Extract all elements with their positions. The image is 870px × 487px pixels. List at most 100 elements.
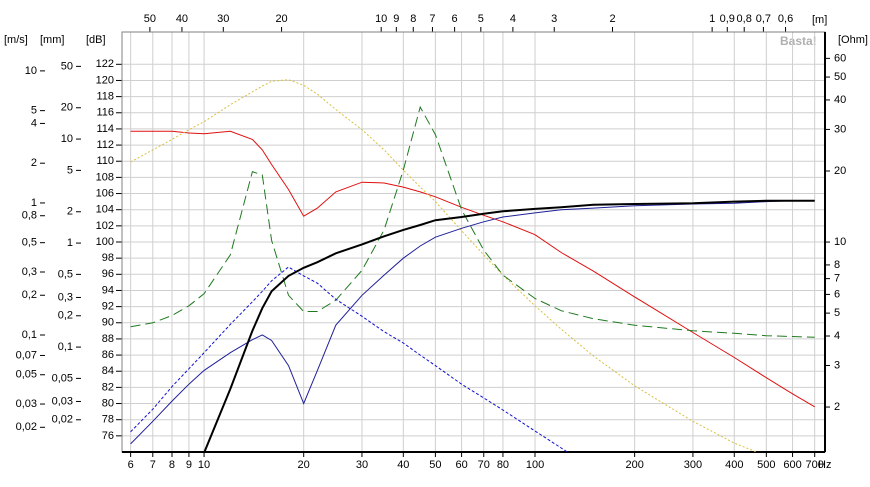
axis-tick-label: 0,05 bbox=[16, 369, 37, 381]
axis-tick-label: 40 bbox=[834, 94, 846, 106]
axis-tick-label: 5 bbox=[67, 164, 73, 176]
y-tick-label: 116 bbox=[96, 107, 114, 119]
axis-tick-label: 2 bbox=[31, 157, 37, 169]
x-tick-label: 30 bbox=[356, 459, 368, 471]
axis-unit: [mm] bbox=[40, 34, 64, 46]
y-tick-label: 108 bbox=[96, 171, 114, 183]
axis-tick-label: 2 bbox=[67, 206, 73, 218]
axis-tick-label: 0,5 bbox=[58, 268, 73, 280]
series-line bbox=[130, 266, 569, 452]
y-tick-label: 102 bbox=[96, 220, 114, 232]
axis-tick-label: 0,07 bbox=[16, 349, 37, 361]
y-tick-label: 112 bbox=[96, 139, 114, 151]
x-tick-label: 300 bbox=[684, 459, 702, 471]
axis-unit: [m/s] bbox=[4, 34, 28, 46]
y-tick-label: 110 bbox=[96, 155, 114, 167]
x-tick-label: 10 bbox=[198, 459, 210, 471]
top-tick-label: 0,9 bbox=[720, 13, 735, 25]
axis-tick-label: 0,8 bbox=[22, 210, 37, 222]
axis-tick-label: 0,05 bbox=[52, 372, 73, 384]
x-tick-label: 400 bbox=[725, 459, 743, 471]
y-tick-label: 86 bbox=[102, 349, 114, 361]
y-tick-label: 78 bbox=[102, 414, 114, 426]
y-tick-label: 96 bbox=[102, 268, 114, 280]
axis-tick-label: 0,5 bbox=[22, 237, 37, 249]
top-tick-label: 3 bbox=[551, 13, 557, 25]
axis-tick-label: 0,3 bbox=[22, 266, 37, 278]
y-axis-label: [dB] bbox=[86, 34, 106, 46]
axis-tick-label: 6 bbox=[834, 288, 840, 300]
x-tick-label: 70 bbox=[478, 459, 490, 471]
axis-tick-label: 1 bbox=[31, 197, 37, 209]
axis-tick-label: 7 bbox=[834, 273, 840, 285]
series-line bbox=[130, 79, 758, 452]
series-line bbox=[130, 105, 815, 338]
axis-tick-label: 50 bbox=[834, 71, 846, 83]
x-tick-label: 600 bbox=[783, 459, 801, 471]
top-tick-label: 20 bbox=[275, 13, 287, 25]
top-tick-label: 0,6 bbox=[778, 13, 793, 25]
axis-tick-label: 0,1 bbox=[58, 341, 73, 353]
top-tick-label: 1 bbox=[709, 13, 715, 25]
y-tick-label: 94 bbox=[102, 284, 114, 296]
axis-tick-label: 10 bbox=[25, 65, 37, 77]
y-tick-label: 76 bbox=[102, 430, 114, 442]
axis-tick-label: 0,2 bbox=[22, 289, 37, 301]
x-tick-label: 700 bbox=[806, 459, 824, 471]
top-tick-label: 4 bbox=[510, 13, 516, 25]
y-tick-label: 104 bbox=[96, 204, 114, 216]
axis-tick-label: 0,3 bbox=[58, 291, 73, 303]
x-tick-label: 60 bbox=[455, 459, 467, 471]
axis-tick-label: 60 bbox=[834, 52, 846, 64]
y-tick-label: 106 bbox=[96, 187, 114, 199]
axis-tick-label: 0,03 bbox=[52, 395, 73, 407]
axis-tick-label: 10 bbox=[834, 236, 846, 248]
x-tick-label: 100 bbox=[526, 459, 544, 471]
watermark: Basta! bbox=[780, 34, 817, 48]
top-tick-label: 6 bbox=[452, 13, 458, 25]
y-tick-label: 114 bbox=[96, 123, 114, 135]
x-tick-label: 80 bbox=[497, 459, 509, 471]
y-tick-label: 80 bbox=[102, 397, 114, 409]
x-tick-label: 200 bbox=[625, 459, 643, 471]
top-tick-label: 40 bbox=[176, 13, 188, 25]
top-tick-label: 50 bbox=[144, 13, 156, 25]
axis-tick-label: 5 bbox=[31, 105, 37, 117]
x-tick-label: 8 bbox=[169, 459, 175, 471]
x-tick-label: 40 bbox=[397, 459, 409, 471]
top-tick-label: 2 bbox=[609, 13, 615, 25]
axis-tick-label: 20 bbox=[834, 165, 846, 177]
axis-tick-label: 8 bbox=[834, 259, 840, 271]
top-tick-label: 8 bbox=[410, 13, 416, 25]
x-tick-label: 9 bbox=[186, 459, 192, 471]
axis-tick-label: 50 bbox=[61, 60, 73, 72]
y-tick-label: 118 bbox=[96, 91, 114, 103]
axis-tick-label: 30 bbox=[834, 123, 846, 135]
top-tick-label: 0,7 bbox=[756, 13, 771, 25]
axis-tick-label: 10 bbox=[61, 133, 73, 145]
y-tick-label: 120 bbox=[96, 74, 114, 86]
axis-unit: [Ohm] bbox=[838, 34, 868, 46]
axis-unit: [m] bbox=[812, 14, 827, 26]
y-tick-label: 100 bbox=[96, 236, 114, 248]
series-line bbox=[203, 199, 815, 452]
y-tick-label: 84 bbox=[102, 365, 114, 377]
x-tick-label: 20 bbox=[298, 459, 310, 471]
axis-tick-label: 20 bbox=[61, 102, 73, 114]
top-tick-label: 5 bbox=[478, 13, 484, 25]
x-tick-label: 500 bbox=[757, 459, 775, 471]
x-tick-label: 7 bbox=[150, 459, 156, 471]
top-tick-label: 9 bbox=[393, 13, 399, 25]
axis-tick-label: 2 bbox=[834, 401, 840, 413]
y-tick-label: 82 bbox=[102, 381, 114, 393]
top-tick-label: 30 bbox=[217, 13, 229, 25]
y-tick-label: 122 bbox=[96, 58, 114, 70]
x-tick-label: 6 bbox=[128, 459, 134, 471]
axis-tick-label: 0,2 bbox=[58, 310, 73, 322]
series-line bbox=[130, 200, 815, 445]
y-tick-label: 98 bbox=[102, 252, 114, 264]
axis-tick-label: 3 bbox=[834, 359, 840, 371]
series-group bbox=[130, 79, 815, 452]
y-tick-label: 88 bbox=[102, 333, 114, 345]
